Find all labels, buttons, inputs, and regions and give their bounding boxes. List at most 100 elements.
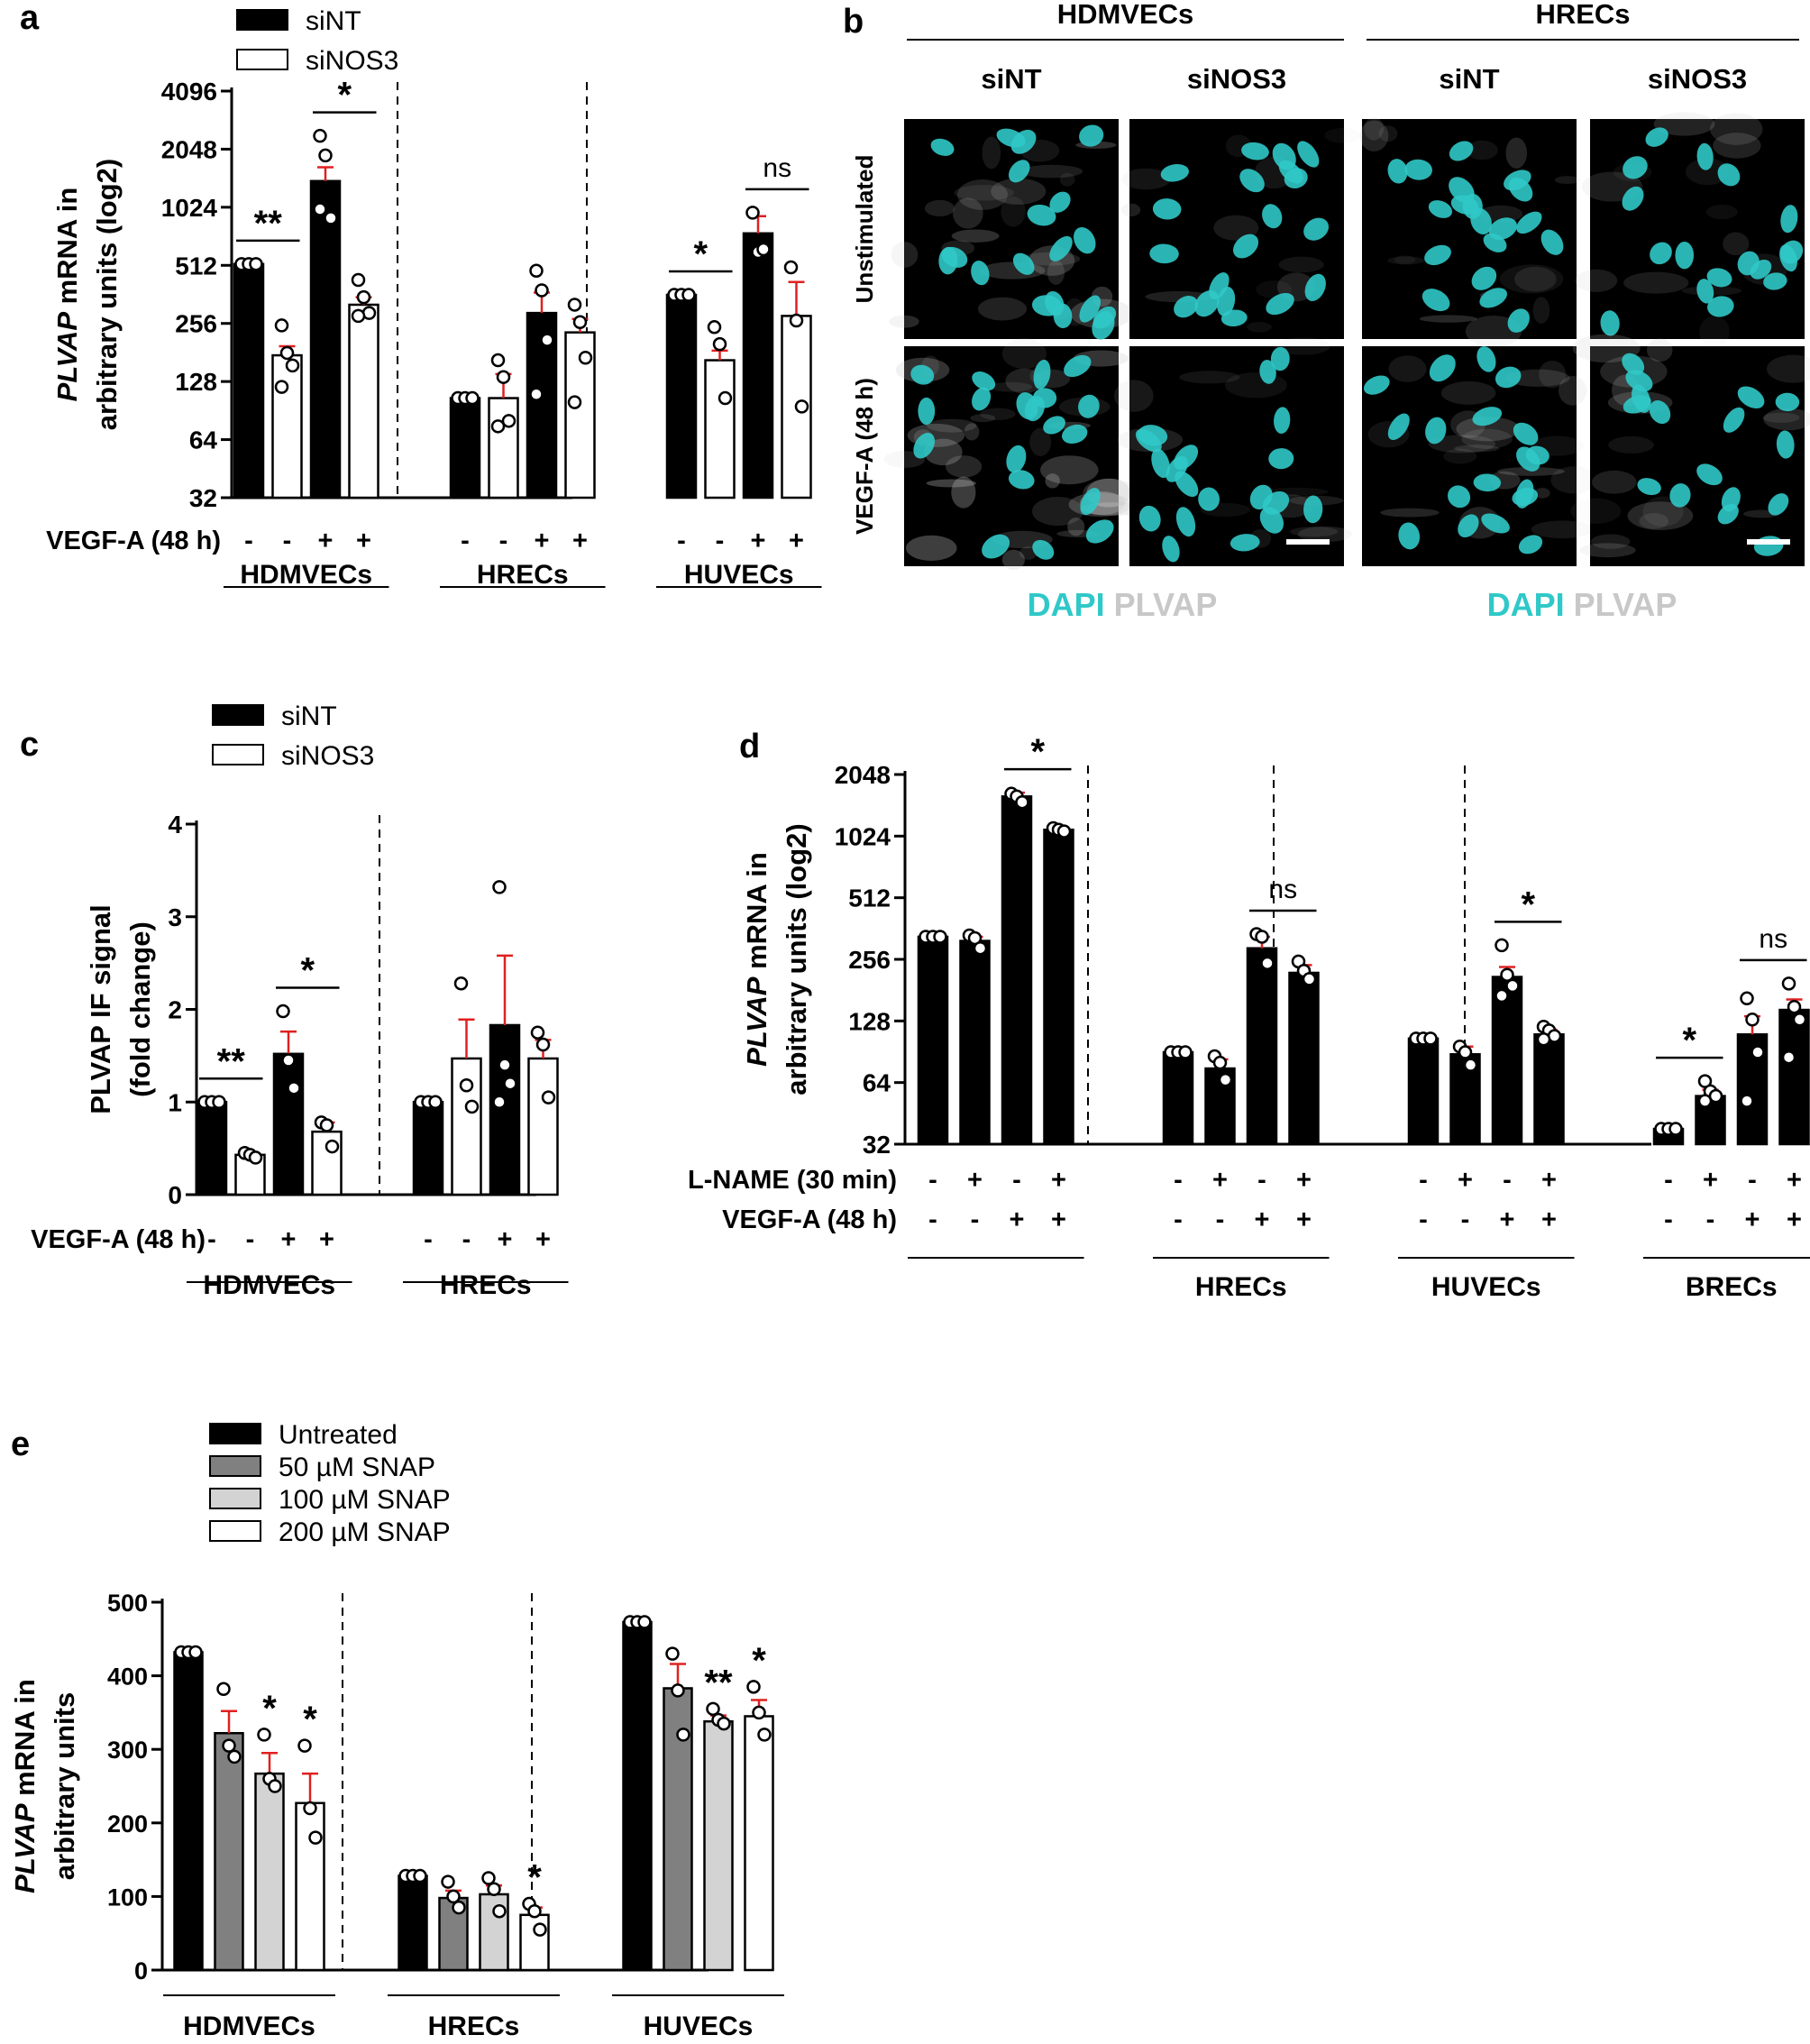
dapi-nucleus [1079, 124, 1104, 147]
dapi-nucleus [982, 534, 1010, 559]
plvap-signal [1001, 549, 1026, 571]
plvap-signal [1723, 232, 1750, 256]
treatment-symbol: - [246, 1225, 255, 1254]
data-point [496, 370, 511, 384]
dapi-nucleus [1429, 354, 1456, 382]
panel-letter: e [11, 1425, 30, 1463]
plvap-signal [1762, 412, 1800, 423]
significance-mark: * [262, 1689, 277, 1728]
dapi-nucleus [1008, 470, 1035, 490]
dapi-nucleus [1622, 186, 1644, 211]
data-point [1495, 938, 1509, 953]
dapi-nucleus [1053, 303, 1073, 329]
dapi-nucleus [1540, 229, 1564, 255]
y-tick-label: 256 [848, 946, 891, 974]
dapi-nucleus [1268, 448, 1294, 470]
dapi-nucleus [1508, 177, 1533, 202]
plvap-signal [924, 199, 955, 217]
dapi-nucleus [1723, 407, 1745, 433]
data-point [216, 1682, 231, 1697]
plvap-signal [1514, 266, 1557, 292]
plvap-signal [1324, 127, 1361, 143]
y-axis-label-line2: arbitrary units (log2) [91, 159, 123, 430]
scale-bar [1747, 539, 1790, 545]
dapi-nucleus [1650, 242, 1672, 265]
y-tick-label: 1024 [835, 822, 891, 850]
dapi-nucleus [996, 128, 1026, 148]
dapi-nucleus [1230, 534, 1260, 552]
plvap-signal [1275, 337, 1330, 355]
treatment-symbol: - [971, 1205, 980, 1234]
plvap-signal [1454, 445, 1500, 453]
data-point [1751, 1045, 1765, 1059]
data-point [745, 206, 760, 220]
plvap-signal [927, 418, 977, 433]
data-point [492, 880, 507, 894]
plvap-signal [1440, 380, 1496, 405]
data-point [1740, 1094, 1754, 1108]
significance-mark: ns [763, 153, 791, 183]
plvap-signal [891, 242, 919, 268]
bar [1001, 795, 1033, 1146]
dapi-nucleus [1398, 522, 1421, 550]
data-point [572, 315, 588, 330]
data-point [637, 1615, 652, 1629]
bar [959, 940, 991, 1146]
data-point [274, 318, 289, 333]
treatment-symbol: + [1541, 1166, 1557, 1195]
data-point [1792, 1013, 1807, 1027]
significance-mark: ns [1268, 875, 1297, 904]
bar [527, 1057, 559, 1196]
dapi-nucleus [1763, 272, 1787, 290]
plvap-signal [1461, 428, 1513, 449]
dapi-nucleus [1637, 478, 1661, 496]
treatment-symbol: + [1255, 1205, 1270, 1234]
y-tick-label: 3 [168, 903, 182, 931]
plvap-signal [1120, 203, 1141, 217]
treatment-symbol: - [1174, 1205, 1183, 1234]
plvap-signal [1428, 435, 1496, 454]
significance-mark: * [1521, 885, 1535, 924]
treatment-row-label: L-NAME (30 min) [688, 1166, 897, 1195]
plvap-signal [952, 197, 983, 229]
dapi-nucleus [1645, 127, 1668, 147]
micrograph-row-label: Unstimulated [851, 155, 878, 304]
dapi-nucleus [1078, 394, 1100, 418]
dapi-nucleus [1175, 507, 1196, 537]
plvap-signal [1646, 338, 1673, 362]
plvap-signal [1059, 172, 1075, 187]
plvap-signal [1608, 435, 1654, 454]
data-point [681, 288, 696, 302]
plvap-signal [957, 179, 1008, 210]
y-tick-label: 2048 [835, 761, 891, 789]
micrograph-row-label: VEGF-A (48 h) [851, 378, 878, 535]
treatment-symbol: - [1419, 1205, 1428, 1234]
data-point [212, 1095, 226, 1109]
data-point [712, 336, 727, 352]
data-point [752, 1705, 766, 1720]
dapi-nucleus [1473, 473, 1502, 492]
data-point [481, 1871, 496, 1885]
data-point [446, 1889, 461, 1904]
dapi-nucleus [1472, 407, 1503, 426]
plvap-signal [1456, 417, 1520, 442]
data-point [533, 1922, 547, 1937]
treatment-symbol: - [1012, 1166, 1021, 1195]
bar [1533, 1033, 1565, 1146]
plvap-signal [1419, 315, 1477, 323]
plvap-signal [1627, 501, 1694, 530]
treatment-symbol: - [928, 1205, 937, 1234]
plvap-signal [1572, 334, 1641, 363]
dapi-nucleus [1043, 416, 1065, 435]
dapi-nucleus [910, 364, 935, 385]
bar [744, 1715, 774, 1972]
plvap-signal [1213, 215, 1259, 241]
data-point [1745, 1013, 1760, 1027]
plvap-signal [1359, 120, 1389, 151]
dapi-nucleus [1495, 366, 1522, 389]
bar [272, 1052, 305, 1196]
treatment-symbol: - [1174, 1166, 1183, 1195]
treatment-symbol: - [424, 1225, 433, 1254]
data-point [222, 1738, 236, 1753]
dapi-nucleus [1174, 445, 1199, 471]
